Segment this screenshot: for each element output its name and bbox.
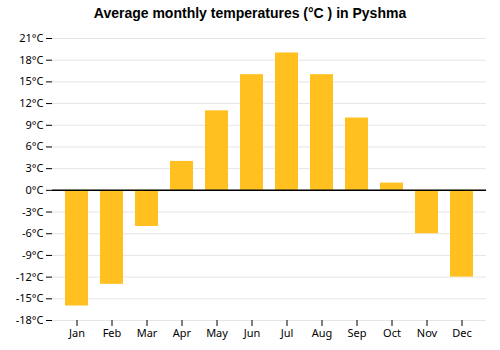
svg-text:-12°C: -12°C (16, 269, 44, 284)
svg-text:12°C: 12°C (19, 95, 43, 110)
svg-text:Jun: Jun (243, 325, 261, 340)
svg-text:Feb: Feb (103, 325, 122, 340)
svg-text:Dec: Dec (452, 325, 472, 340)
svg-text:-18°C: -18°C (16, 312, 44, 327)
svg-text:3°C: 3°C (26, 160, 44, 175)
svg-text:-6°C: -6°C (22, 225, 44, 240)
svg-text:0°C: 0°C (26, 182, 44, 197)
svg-text:Aug: Aug (312, 325, 333, 340)
svg-text:15°C: 15°C (19, 73, 43, 88)
svg-text:Apr: Apr (173, 325, 192, 340)
svg-text:-3°C: -3°C (22, 204, 44, 219)
svg-text:Oct: Oct (383, 325, 401, 340)
svg-text:Jan: Jan (68, 325, 85, 340)
svg-text:Mar: Mar (137, 325, 158, 340)
svg-text:-9°C: -9°C (22, 247, 44, 262)
svg-text:21°C: 21°C (19, 30, 43, 45)
svg-text:6°C: 6°C (26, 138, 44, 153)
svg-text:9°C: 9°C (26, 117, 44, 132)
html-text:Average monthly temperatures (: Average monthly temperatures (°C ) in Py… (93, 5, 407, 21)
svg-text:Nov: Nov (417, 325, 438, 340)
svg-text:-15°C: -15°C (16, 290, 44, 305)
svg-text:18°C: 18°C (19, 52, 43, 67)
svg-text:Jul: Jul (280, 325, 294, 340)
svg-text:Sep: Sep (347, 325, 366, 340)
svg-text:May: May (206, 325, 228, 340)
